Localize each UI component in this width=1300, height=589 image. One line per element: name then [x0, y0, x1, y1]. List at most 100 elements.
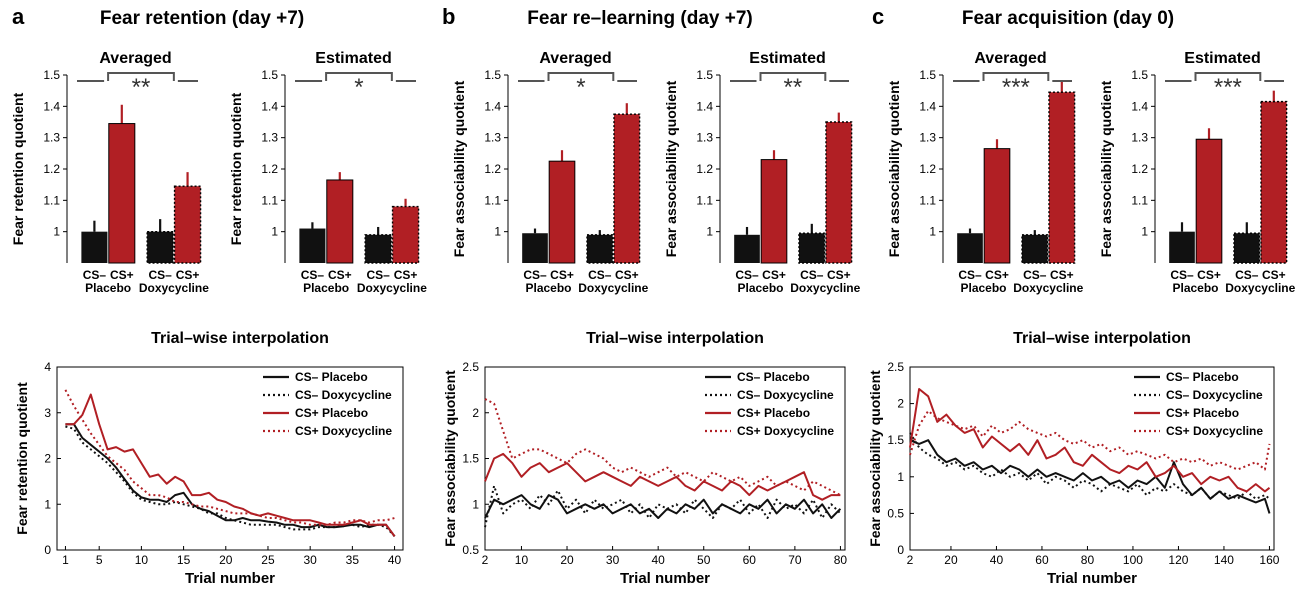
y-tick-label: 1.1 — [43, 193, 60, 207]
significance-stars: ** — [784, 74, 803, 101]
bar-chart: Estimated Fear associability quotient 1 1.1… — [663, 50, 861, 295]
bar — [548, 160, 576, 264]
condition-label: CS– — [958, 268, 982, 282]
bar-chart: Estimated Fear retention quotient 1 1.1 1.2 1… — [228, 50, 427, 295]
legend-label: CS+ Doxycycline — [737, 424, 834, 438]
condition-label: CS+ — [827, 268, 851, 282]
y-tick-label: 1.2 — [696, 162, 713, 176]
series-line — [909, 432, 1271, 500]
significance-bracket — [77, 72, 198, 82]
group-label: Doxycycline — [578, 281, 648, 295]
legend-label: CS+ Doxycycline — [295, 424, 392, 438]
bar-chart-title: Averaged — [99, 50, 171, 67]
group-label: Placebo — [303, 281, 349, 295]
series-line — [64, 389, 395, 526]
bar — [108, 123, 136, 264]
x-tick-label: 160 — [1259, 553, 1279, 567]
y-tick-label: 1 — [929, 225, 936, 239]
significance-bracket — [953, 72, 1072, 82]
x-tick-label: 100 — [1123, 553, 1143, 567]
significance-stars: * — [354, 74, 363, 101]
bar-chart: Averaged Fear retention quotient 1 1.1 1.2 1.… — [10, 50, 209, 295]
y-tick-label: 1 — [706, 225, 713, 239]
legend-label: CS– Doxycycline — [1166, 388, 1263, 402]
y-tick-label: 1 — [271, 225, 278, 239]
series-line — [484, 484, 842, 528]
condition-label: CS– — [800, 268, 824, 282]
y-tick-label: 1.3 — [261, 131, 278, 145]
charts: Averaged Fear retention quotient 1 1.1 1.2 1.… — [10, 50, 1296, 587]
x-tick-label: 1 — [62, 553, 69, 567]
y-tick-label: 0.5 — [462, 543, 479, 557]
y-tick-label: 0 — [897, 543, 904, 557]
x-tick-label: 60 — [743, 553, 757, 567]
y-axis-label: Fear retention quotient — [228, 92, 244, 245]
y-tick-label: 1.2 — [43, 162, 60, 176]
bar — [760, 159, 788, 264]
condition-label: CS– — [735, 268, 759, 282]
y-tick-label: 1 — [472, 497, 479, 511]
y-tick-label: 1.5 — [1131, 68, 1148, 82]
panel-c-title: Fear acquisition (day 0) — [962, 8, 1174, 29]
y-tick-label: 1 — [44, 497, 51, 511]
legend-label: CS– Placebo — [1166, 370, 1239, 384]
legend-label: CS+ Placebo — [1166, 406, 1239, 420]
significance-stars: *** — [1002, 74, 1030, 101]
line-chart: Trial–wise interpolation Fear associabili… — [442, 330, 847, 587]
bar-chart: Estimated Fear associability quotient 1 1.1… — [1098, 50, 1296, 295]
y-tick-label: 1.2 — [261, 162, 278, 176]
bar — [1169, 231, 1195, 263]
y-tick-label: 1.3 — [919, 131, 936, 145]
x-tick-label: 70 — [788, 553, 802, 567]
group-label: Doxycycline — [357, 281, 427, 295]
bar-chart-title: Estimated — [749, 50, 825, 67]
y-axis-label: Fear retention quotient — [14, 382, 30, 535]
x-tick-label: 15 — [177, 553, 191, 567]
condition-label: CS– — [301, 268, 325, 282]
y-tick-label: 2.5 — [462, 360, 479, 374]
condition-label: CS+ — [762, 268, 786, 282]
y-tick-label: 1.5 — [887, 433, 904, 447]
y-tick-label: 1.3 — [484, 131, 501, 145]
group-label: Doxycycline — [1225, 281, 1295, 295]
x-axis-label: Trial number — [185, 570, 275, 587]
y-axis-label: Fear associability quotient — [867, 370, 883, 547]
bar-chart-title: Averaged — [974, 50, 1046, 67]
y-tick-label: 1.1 — [696, 193, 713, 207]
condition-label: CS+ — [1197, 268, 1221, 282]
bar — [957, 233, 983, 263]
legend-label: CS+ Placebo — [295, 406, 368, 420]
bar — [1048, 91, 1076, 264]
panel-b-title: Fear re–learning (day +7) — [527, 8, 752, 29]
y-axis-label: Fear associability quotient — [442, 370, 458, 547]
bar — [522, 233, 548, 263]
y-tick-label: 2 — [44, 452, 51, 466]
y-tick-label: 1.5 — [919, 68, 936, 82]
y-tick-label: 0 — [44, 543, 51, 557]
series-line — [909, 409, 1271, 471]
y-tick-label: 1.2 — [484, 162, 501, 176]
significance-bracket — [730, 72, 849, 82]
y-tick-label: 1.5 — [484, 68, 501, 82]
y-axis-label: Fear associability quotient — [1098, 80, 1114, 257]
significance-bracket — [518, 72, 637, 82]
significance-bracket — [1165, 72, 1284, 82]
bar — [299, 228, 326, 263]
condition-label: CS+ — [176, 268, 200, 282]
y-tick-label: 4 — [44, 360, 51, 374]
line-chart-title: Trial–wise interpolation — [1013, 330, 1191, 347]
condition-label: CS+ — [1262, 268, 1286, 282]
group-label: Placebo — [960, 281, 1006, 295]
y-tick-label: 1.5 — [696, 68, 713, 82]
bar — [1260, 100, 1288, 264]
y-tick-label: 3 — [44, 406, 51, 420]
y-tick-label: 1.2 — [1131, 162, 1148, 176]
group-label: Placebo — [1172, 281, 1218, 295]
line-chart-title: Trial–wise interpolation — [586, 330, 764, 347]
x-tick-label: 25 — [261, 553, 275, 567]
plot-frame — [909, 366, 1275, 551]
bar — [81, 231, 108, 263]
legend-label: CS– Placebo — [295, 370, 368, 384]
x-tick-label: 40 — [990, 553, 1004, 567]
